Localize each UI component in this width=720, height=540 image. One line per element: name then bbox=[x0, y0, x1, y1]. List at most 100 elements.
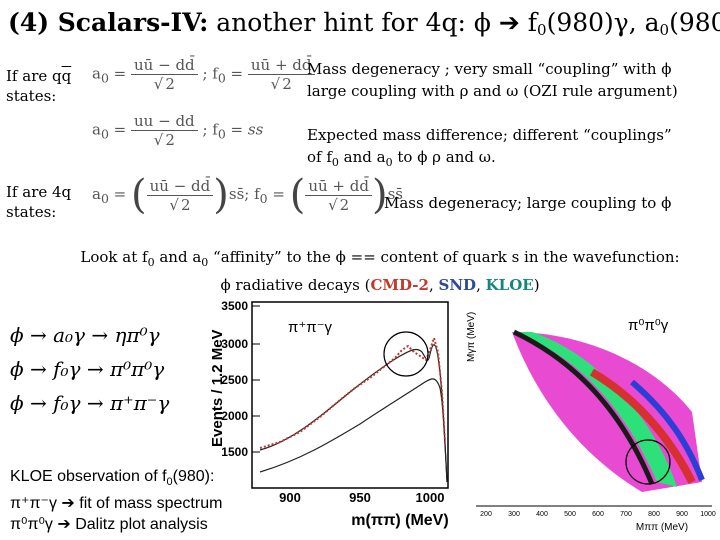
y-tick: 2500 bbox=[221, 373, 248, 387]
dalitz-blue-band bbox=[630, 379, 705, 482]
fraction-den: 2 bbox=[178, 194, 191, 214]
dalitz-dark-band bbox=[512, 329, 655, 485]
formula-ss2: ss̄ bbox=[387, 185, 403, 203]
title-sub: 0 bbox=[659, 21, 670, 39]
y-axis-label: Events / 1.2 MeV bbox=[209, 329, 226, 447]
data-points bbox=[259, 334, 446, 449]
fraction-num: uū + dd̄ bbox=[247, 56, 315, 75]
decay-item: ϕ → f₀γ → π⁺π⁻γ bbox=[10, 391, 170, 415]
formula-ss: ss̄; f bbox=[228, 185, 260, 203]
fourq-formula: a0 = (uū − dd̄ √ 2)ss̄; f0 = (uū + dd̄ √ 2)s… bbox=[92, 172, 403, 218]
fourq-label-line1: If are 4q bbox=[6, 183, 72, 201]
formula-f0: ; f bbox=[202, 64, 218, 83]
fraction-num: uū + dd̄ bbox=[305, 177, 372, 196]
fourq-note: Mass degeneracy; large coupling to ϕ bbox=[384, 194, 672, 212]
x-tick: 300 bbox=[508, 511, 520, 518]
kloe-line3-text: ➔ Dalitz plot analysis bbox=[57, 516, 208, 534]
x-tick: 400 bbox=[536, 511, 548, 518]
y-ticks bbox=[252, 305, 260, 453]
kloe-line3-channel: π⁰π⁰γ bbox=[10, 516, 58, 534]
experiment-snd: SND bbox=[438, 276, 477, 294]
qq-label: If are qq states: bbox=[6, 66, 71, 106]
fraction: uū − dd̄ √ 2 bbox=[131, 56, 198, 93]
x-axis-label: m(ππ) (MeV) bbox=[351, 512, 448, 529]
separator: , bbox=[428, 276, 439, 294]
title-end: (980)γ bbox=[669, 8, 720, 37]
affinity-d: ϕ radiative decays ( bbox=[220, 276, 371, 294]
fraction-den: 2 bbox=[280, 74, 292, 93]
fraction-num: uū − dd̄ bbox=[146, 177, 214, 196]
x-tick: 200 bbox=[480, 511, 492, 518]
title-sub: 0 bbox=[537, 21, 547, 39]
dalitz-plot: 200 300 400 500 600 700 800 900 1000 Mππ… bbox=[466, 302, 716, 533]
fraction: uū − dd̄ √ 2 bbox=[146, 177, 214, 214]
qq-label-line2: states: bbox=[6, 87, 57, 105]
formula-sub: 0 bbox=[100, 70, 109, 86]
affinity-text: Look at f0 and a0 “affinity” to the ϕ ==… bbox=[80, 248, 680, 294]
separator: , bbox=[476, 276, 486, 294]
decay-item: ϕ → a₀γ → ηπ⁰γ bbox=[10, 323, 160, 347]
highlight-circle bbox=[383, 331, 429, 377]
qq-label-qbar: q bbox=[61, 67, 72, 85]
affinity-b: and a bbox=[154, 248, 202, 266]
fraction: uu − dd √ 2 bbox=[131, 112, 198, 149]
kloe-line2-channel: π⁺π⁻γ bbox=[10, 495, 62, 513]
y-tick: 3500 bbox=[221, 299, 248, 313]
fraction-num: uū − dd̄ bbox=[131, 56, 198, 75]
highlight-circle bbox=[625, 439, 671, 485]
qq-note-1: Mass degeneracy ; very small “coupling” … bbox=[307, 58, 678, 102]
x-tick: 500 bbox=[564, 511, 576, 518]
qq-label-line1: If are q bbox=[6, 67, 62, 85]
fraction-den: 2 bbox=[337, 194, 350, 214]
x-tick-labels: 900 950 1000 bbox=[279, 490, 444, 505]
x-tick: 1000 bbox=[700, 511, 716, 518]
y-tick: 1500 bbox=[221, 445, 248, 459]
qq-formula-1: a0 = uū − dd̄ √ 2 ; f0 = uū + dd̄ √ 2 bbox=[92, 56, 315, 93]
y-tick: 2000 bbox=[221, 409, 248, 423]
experiment-kloe: KLOE bbox=[485, 276, 534, 294]
mass-spectrum-plot: 3500 3000 2500 2000 1500 Events / 1.2 Me… bbox=[209, 299, 449, 529]
x-tick-labels: 200 300 400 500 600 700 800 900 1000 bbox=[480, 511, 716, 518]
affinity-a: Look at f bbox=[80, 248, 148, 266]
x-tick: 800 bbox=[648, 511, 660, 518]
qq-note-1-line2: large coupling with ρ and ω (OZI rule ar… bbox=[307, 82, 678, 100]
y-tick: 3000 bbox=[221, 337, 248, 351]
fraction: uū + dd̄ √ 2 bbox=[247, 56, 315, 93]
dalitz-red-band bbox=[589, 368, 696, 484]
qq-note-2-line1: Expected mass difference; different “cou… bbox=[307, 126, 672, 144]
affinity-c: “affinity” to the ϕ == content of quark … bbox=[208, 248, 680, 266]
slide-title: (4) Scalars-IV: another hint for 4q: ϕ ➔… bbox=[8, 8, 720, 39]
kloe-observation: KLOE observation of f0(980): π⁺π⁻γ ➔ fit… bbox=[10, 466, 222, 535]
x-tick: 600 bbox=[592, 511, 604, 518]
x-tick: 700 bbox=[620, 511, 632, 518]
fourq-label-line2: states: bbox=[6, 203, 57, 221]
qq-note-2-b: and a bbox=[338, 148, 386, 166]
qq-note-2-c: to ϕ ρ and ω. bbox=[392, 148, 496, 166]
fraction-den: 2 bbox=[163, 74, 175, 93]
experiment-cmd2: CMD-2 bbox=[370, 276, 429, 294]
qq-formula-2: a0 = uu − dd √ 2 ; f0 = ss bbox=[92, 112, 264, 149]
x-tick: 950 bbox=[349, 490, 371, 505]
x-axis-label: Mππ (MeV) bbox=[636, 522, 688, 533]
formula-f0: ; f bbox=[202, 120, 218, 139]
fraction: uū + dd̄ √ 2 bbox=[305, 177, 372, 214]
fraction-den: 2 bbox=[163, 130, 175, 149]
kloe-line1: KLOE observation of f bbox=[10, 468, 167, 485]
title-mid: (980)γ, a bbox=[546, 8, 660, 37]
x-tick: 1000 bbox=[416, 490, 445, 505]
formula-rhs: ss bbox=[247, 120, 264, 139]
kloe-line1-end: (980): bbox=[172, 468, 215, 485]
kloe-line1-sub: 0 bbox=[166, 476, 173, 489]
qq-note-1-line1: Mass degeneracy ; very small “coupling” … bbox=[307, 60, 672, 78]
x-tick: 900 bbox=[279, 490, 301, 505]
channel-label: π⁺π⁻γ bbox=[288, 319, 333, 336]
fraction-num: uu − dd bbox=[131, 112, 198, 131]
plot-frame bbox=[251, 301, 449, 489]
channel-label: π⁰π⁰γ bbox=[628, 317, 669, 334]
formula-a0: a bbox=[92, 64, 101, 83]
qq-note-2: Expected mass difference; different “cou… bbox=[307, 126, 672, 169]
qq-note-2-a: of f bbox=[307, 148, 332, 166]
dalitz-band bbox=[512, 332, 677, 487]
affinity-end: ) bbox=[533, 276, 540, 294]
y-tick-labels: 3500 3000 2500 2000 1500 bbox=[221, 299, 248, 459]
